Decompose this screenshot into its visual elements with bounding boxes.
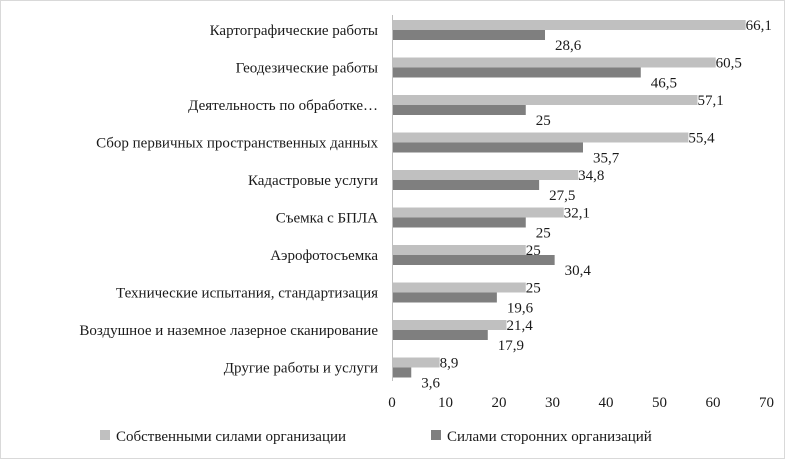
legend: Собственными силами организации Силами ст… bbox=[100, 429, 652, 445]
value-labels: 66,1 28,6 60,5 46,5 57,1 25 55,4 35,734,827,5 32… bbox=[421, 18, 772, 392]
value-label-third-party: 35,7 bbox=[593, 151, 620, 167]
bar-third-party bbox=[392, 67, 641, 78]
category-label: Картографические работы bbox=[210, 23, 378, 39]
category-label: Воздушное и наземное лазерное сканирован… bbox=[79, 323, 378, 339]
x-tick-label: 30 bbox=[545, 395, 560, 411]
category-labels: Картографические работы Геодезические раб… bbox=[79, 23, 378, 377]
value-label-third-party: 27,5 bbox=[549, 188, 575, 204]
bar-third-party bbox=[392, 330, 488, 340]
x-tick-label: 0 bbox=[388, 395, 396, 411]
legend-label-own: Собственными силами организации bbox=[116, 429, 346, 445]
legend-swatch-third-party bbox=[431, 430, 441, 440]
bar-own-resources bbox=[392, 282, 526, 293]
legend-label-third-party: Силами сторонних организаций bbox=[447, 429, 652, 445]
bar-third-party bbox=[392, 292, 497, 303]
value-label-third-party: 46,5 bbox=[651, 76, 677, 92]
bar-own-resources bbox=[392, 170, 579, 180]
x-tick-label: 60 bbox=[706, 395, 721, 411]
value-label-own: 8,9 bbox=[440, 356, 459, 372]
value-label-third-party: 25 bbox=[536, 226, 551, 242]
category-label: Геодезические работы bbox=[236, 61, 378, 77]
bar-third-party bbox=[392, 217, 526, 228]
category-label: Другие работы и услуги bbox=[224, 361, 378, 377]
category-label: Деятельность по обработке… bbox=[188, 98, 378, 114]
category-label: Кадастровые услуги bbox=[248, 173, 378, 189]
value-label-third-party: 17,9 bbox=[498, 338, 524, 354]
value-label-own: 34,8 bbox=[578, 168, 604, 184]
bar-third-party bbox=[392, 180, 540, 190]
value-label-own: 57,1 bbox=[697, 93, 723, 109]
bar-third-party bbox=[392, 255, 555, 265]
x-tick-label: 70 bbox=[759, 395, 774, 411]
value-label-own: 25 bbox=[526, 243, 541, 259]
bar-own-resources bbox=[392, 20, 746, 30]
bar-third-party bbox=[392, 367, 412, 378]
x-tick-label: 10 bbox=[438, 395, 453, 411]
value-label-third-party: 25 bbox=[536, 113, 551, 129]
value-label-own: 32,1 bbox=[564, 206, 590, 222]
value-label-third-party: 19,6 bbox=[507, 301, 534, 317]
category-label: Аэрофотосъемка bbox=[270, 248, 378, 264]
bar-own-resources bbox=[392, 357, 440, 368]
value-label-third-party: 28,6 bbox=[555, 38, 582, 54]
legend-swatch-own bbox=[100, 430, 110, 440]
value-label-own: 66,1 bbox=[746, 18, 772, 34]
value-label-own: 25 bbox=[526, 281, 541, 297]
value-label-own: 60,5 bbox=[716, 56, 742, 72]
category-label: Съемка с БПЛА bbox=[276, 211, 378, 227]
bar-own-resources bbox=[392, 132, 689, 143]
value-label-third-party: 3,6 bbox=[421, 376, 440, 392]
bars bbox=[392, 20, 746, 378]
bar-own-resources bbox=[392, 57, 716, 68]
bar-third-party bbox=[392, 30, 546, 40]
value-label-third-party: 30,4 bbox=[565, 263, 592, 279]
category-label: Сбор первичных пространственных данных bbox=[96, 136, 378, 152]
bar-third-party bbox=[392, 105, 526, 115]
value-label-own: 55,4 bbox=[688, 131, 715, 147]
x-tick-labels: 0 10 20 30 40 50 60 70 bbox=[388, 395, 774, 411]
bar-own-resources bbox=[392, 95, 698, 105]
bar-third-party bbox=[392, 142, 583, 153]
bar-own-resources bbox=[392, 207, 564, 218]
bar-own-resources bbox=[392, 245, 526, 255]
value-label-own: 21,4 bbox=[506, 318, 533, 334]
x-tick-label: 50 bbox=[652, 395, 667, 411]
category-label: Технические испытания, стандартизация bbox=[116, 286, 378, 302]
bar-own-resources bbox=[392, 320, 507, 330]
x-tick-label: 40 bbox=[599, 395, 614, 411]
x-tick-label: 20 bbox=[492, 395, 507, 411]
